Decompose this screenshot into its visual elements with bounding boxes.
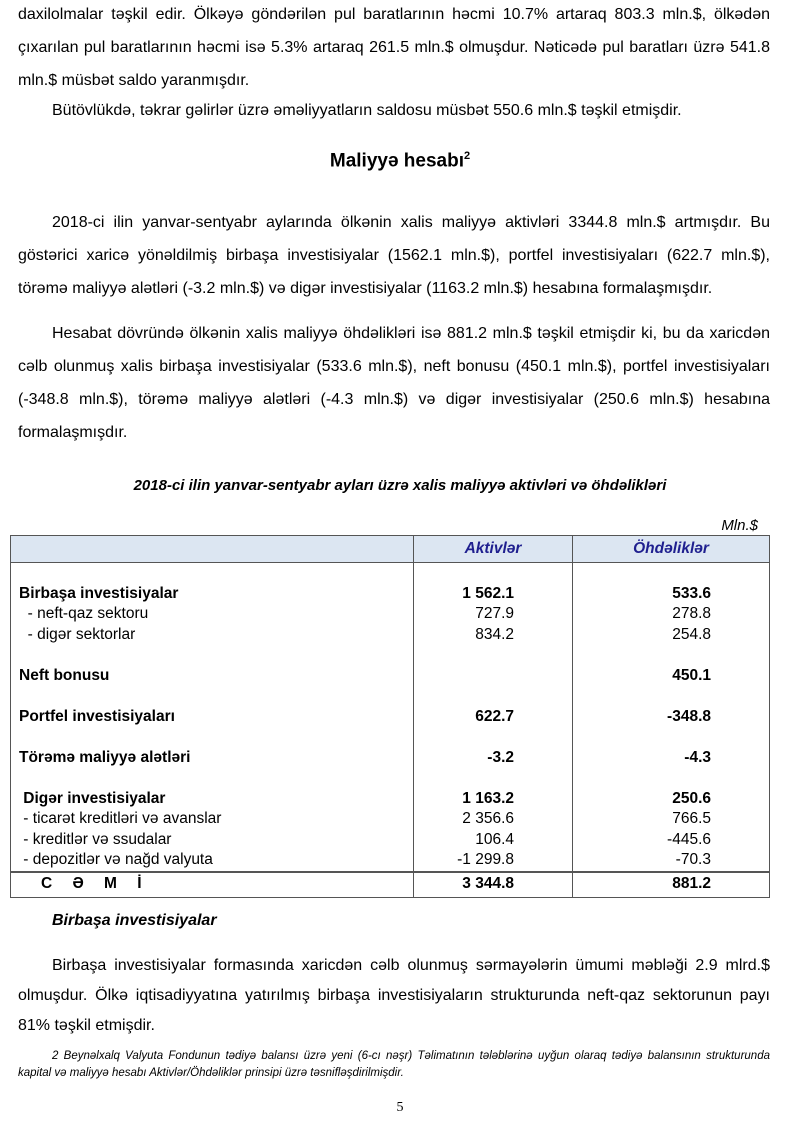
liabilities-value: -445.6	[572, 829, 770, 850]
paragraph: Bütövlükdə, təkrar gəlirlər üzrə əməliyy…	[52, 102, 682, 119]
spacer-row	[10, 686, 770, 707]
spacer-cell	[413, 768, 573, 789]
liabilities-value: 254.8	[572, 624, 770, 645]
page-number: 5	[396, 1100, 404, 1115]
liabilities-value: -4.3	[572, 747, 770, 768]
table-row: - digər sektorlar 834.2 254.8	[10, 624, 770, 645]
assets-value: -1 299.8	[413, 850, 573, 872]
paragraph: Hesabat dövründə ölkənin xalis maliyyə ö…	[18, 325, 770, 441]
section-title: Maliyyə hesabı2	[0, 150, 800, 172]
table-row: - depozitlər və nağd valyuta -1 299.8 -70.…	[10, 850, 770, 872]
liabilities-value: 278.8	[572, 604, 770, 625]
assets-value: 1 562.1	[413, 583, 573, 604]
assets-value: -3.2	[413, 747, 573, 768]
row-label: Neft bonusu	[10, 665, 414, 686]
spacer-row	[10, 727, 770, 748]
row-label: Birbaşa investisiyalar	[10, 583, 414, 604]
liabilities-value: 450.1	[572, 665, 770, 686]
header-liabilities: Öhdəliklər	[572, 535, 770, 563]
section-title-text: Maliyyə hesabı	[329, 150, 464, 172]
row-label: - ticarət kreditləri və avanslar	[10, 809, 414, 830]
row-label: - depozitlər və nağd valyuta	[10, 850, 414, 872]
spacer-row	[10, 562, 770, 584]
table-row: Digər investisiyalar 1 163.2 250.6	[10, 788, 770, 809]
assets-value	[413, 665, 573, 686]
assets-value: 727.9	[413, 604, 573, 625]
liabilities-value: 533.6	[572, 583, 770, 604]
spacer-row	[10, 645, 770, 666]
table-row: Portfel investisiyaları 622.7 -348.8	[10, 706, 770, 727]
header-blank	[10, 535, 414, 563]
footnote: 2 Beynəlxalq Valyuta Fondunun tədiyə bal…	[18, 1050, 770, 1079]
total-liabilities: 881.2	[572, 870, 770, 898]
paragraph: daxilolmalar təşkil edir. Ölkəyə göndəri…	[18, 6, 770, 89]
spacer-cell	[572, 686, 770, 707]
spacer-row	[10, 768, 770, 789]
table-row: Törəmə maliyyə alətləri -3.2 -4.3	[10, 747, 770, 768]
row-label: - kreditlər və ssudalar	[10, 829, 414, 850]
financial-table: Aktivlər Öhdəliklər Birbaşa investisiyal…	[10, 535, 770, 898]
header-assets: Aktivlər	[413, 535, 573, 563]
subheading: Birbaşa investisiyalar	[52, 912, 217, 929]
spacer-cell	[10, 727, 414, 748]
assets-value: 1 163.2	[413, 788, 573, 809]
spacer-cell	[572, 727, 770, 748]
assets-value: 622.7	[413, 706, 573, 727]
row-label: Portfel investisiyaları	[10, 706, 414, 727]
spacer-cell	[10, 768, 414, 789]
liabilities-value: 766.5	[572, 809, 770, 830]
row-label: - neft-qaz sektoru	[10, 604, 414, 625]
table-unit: Mln.$	[721, 517, 758, 534]
table-row: - kreditlər və ssudalar 106.4 -445.6	[10, 829, 770, 850]
liabilities-value: -348.8	[572, 706, 770, 727]
spacer-cell	[572, 768, 770, 789]
row-label: Digər investisiyalar	[10, 788, 414, 809]
assets-value: 106.4	[413, 829, 573, 850]
paragraph: Birbaşa investisiyalar formasında xaricd…	[18, 957, 770, 1034]
spacer-cell	[10, 645, 414, 666]
table-row: - ticarət kreditləri və avanslar 2 356.6 7…	[10, 809, 770, 830]
total-label: C Ə M İ	[10, 870, 414, 898]
liabilities-value: 250.6	[572, 788, 770, 809]
spacer-cell	[10, 686, 414, 707]
table-row: - neft-qaz sektoru 727.9 278.8	[10, 604, 770, 625]
total-assets: 3 344.8	[413, 870, 573, 898]
assets-value: 834.2	[413, 624, 573, 645]
spacer-cell	[572, 645, 770, 666]
table-caption: 2018-ci ilin yanvar-sentyabr ayları üzrə…	[133, 477, 667, 494]
table-row: Birbaşa investisiyalar 1 562.1 533.6	[10, 583, 770, 604]
spacer-cell	[413, 686, 573, 707]
spacer-cell	[413, 727, 573, 748]
table-row: Neft bonusu 450.1	[10, 665, 770, 686]
spacer-cell	[413, 562, 573, 584]
spacer-cell	[572, 562, 770, 584]
row-label: - digər sektorlar	[10, 624, 414, 645]
spacer-cell	[10, 562, 414, 584]
spacer-cell	[413, 645, 573, 666]
liabilities-value: -70.3	[572, 850, 770, 872]
table-header: Aktivlər Öhdəliklər	[10, 535, 770, 563]
assets-value: 2 356.6	[413, 809, 573, 830]
footnote-mark: 2	[464, 150, 471, 162]
row-label: Törəmə maliyyə alətləri	[10, 747, 414, 768]
paragraph: 2018-ci ilin yanvar-sentyabr aylarında ö…	[18, 214, 770, 297]
